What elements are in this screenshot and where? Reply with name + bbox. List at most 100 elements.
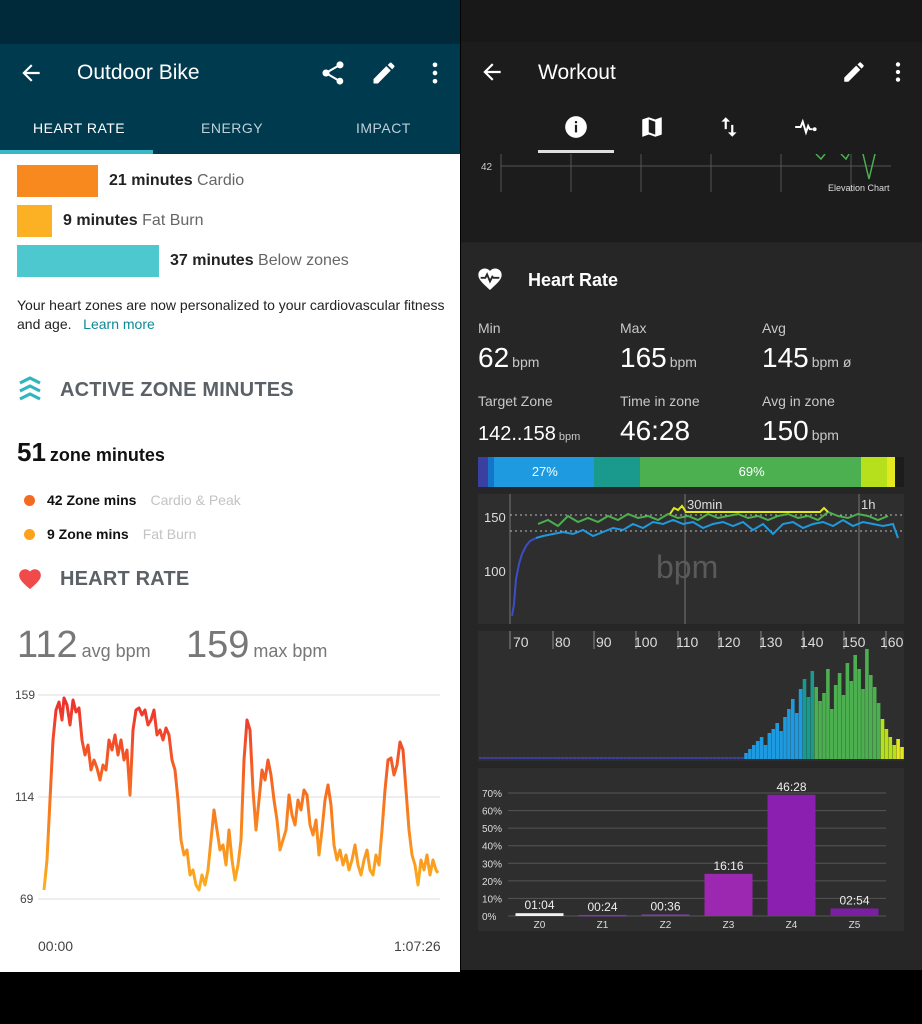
histogram-bar [631, 757, 635, 759]
histogram-bar [537, 757, 542, 759]
histogram-bar [670, 757, 674, 759]
histogram-bar [713, 757, 717, 759]
stat-number: 165 [620, 342, 667, 373]
histogram-bar [568, 757, 573, 759]
x-axis-end: 1:07:26 [394, 938, 441, 954]
heart-rate-title: Heart Rate [528, 270, 619, 290]
zone-bar-z5 [830, 908, 879, 916]
overflow-menu-icon[interactable] [421, 59, 449, 87]
stat-label: Min [478, 320, 501, 336]
heart-rate-line [42, 696, 440, 892]
share-icon[interactable] [319, 59, 347, 87]
edit-pencil-icon[interactable] [370, 59, 398, 87]
tab-impact[interactable]: IMPACT [356, 120, 411, 136]
histogram-bar [861, 689, 865, 759]
histogram-bar [580, 757, 584, 759]
stat-unit: bpm [811, 427, 839, 443]
max-bpm: 159 max bpm [186, 624, 327, 667]
histogram-bar [896, 739, 900, 759]
bpm-watermark: bpm [656, 549, 718, 585]
y-tick: 60% [482, 807, 502, 818]
histogram-bar [748, 749, 752, 759]
x-tick: 1h [861, 497, 875, 512]
histogram-bar [615, 757, 620, 759]
stat-value-min: 62 bpm [478, 342, 539, 374]
y-tick: 70% [482, 789, 502, 800]
active-zone-heading: ACTIVE ZONE MINUTES [60, 379, 294, 401]
histogram-bar [728, 757, 733, 759]
active-tab-indicator [538, 150, 614, 153]
histogram-bar [900, 747, 904, 759]
map-icon[interactable] [639, 114, 665, 140]
azm-label: Fat Burn [142, 526, 197, 542]
histogram-bar [869, 675, 873, 759]
histogram-bar [693, 757, 698, 759]
histogram-bar [857, 669, 861, 759]
histogram-bar [822, 693, 826, 759]
back-arrow-icon[interactable] [479, 58, 505, 86]
stat-value-target-zone: 142..158 bpm [478, 423, 580, 446]
histogram-bar [779, 731, 783, 759]
right-app-panel: Workout 42 Elevation Chart [461, 0, 922, 970]
hr-histogram: 70 80 90 100 110 120 130 140 150 160 [478, 631, 912, 761]
histogram-bar [705, 757, 709, 759]
histogram-bar [783, 717, 787, 759]
histogram-bar [872, 687, 877, 759]
histogram-bar [502, 757, 506, 759]
zone-bar-label: 02:54 [839, 893, 869, 907]
stat-label: Target Zone [478, 393, 553, 409]
histogram-bar [755, 741, 760, 759]
histogram-bar [482, 757, 487, 759]
x-tick: 100 [634, 634, 658, 650]
tab-bar: HEART RATE ENERGY IMPACT [0, 102, 460, 154]
zone-bar [17, 245, 159, 277]
hr-line-chart-svg: bpm 150 100 30min 1h [484, 494, 904, 624]
overflow-menu-icon[interactable] [885, 59, 911, 85]
zone-bar-label: 00:36 [650, 899, 680, 913]
stat-label: Avg in zone [762, 393, 835, 409]
zone-x-tick: Z3 [723, 920, 735, 931]
learn-more-link[interactable]: Learn more [83, 316, 155, 332]
histogram-bar [557, 757, 561, 759]
x-tick: 130 [759, 634, 783, 650]
zone-bar-z4 [767, 794, 816, 916]
zone-strip-segment [861, 457, 888, 487]
avg-bpm: 112 avg bpm [17, 624, 151, 667]
avg-bpm-unit: avg bpm [81, 641, 151, 661]
histogram-bar [666, 757, 670, 759]
tab-energy[interactable]: ENERGY [201, 120, 264, 136]
histogram-bar [833, 685, 838, 759]
x-tick: 90 [596, 634, 612, 650]
histogram-bar [787, 709, 791, 759]
back-arrow-icon[interactable] [18, 58, 44, 88]
histogram-bar [611, 757, 616, 759]
zone-bar-label: 01:04 [524, 898, 554, 912]
zone-bar-label: 46:28 [776, 780, 806, 794]
histogram-bar [724, 757, 729, 759]
histogram-bar [592, 757, 596, 759]
zone-strip-segment [895, 457, 905, 487]
stat-value-max: 165 bpm [620, 342, 697, 374]
histogram-bar [849, 681, 854, 759]
max-bpm-unit: max bpm [253, 641, 328, 661]
histogram-bar [619, 757, 623, 759]
histogram-bar [697, 757, 701, 759]
histogram-bar [810, 671, 815, 759]
histogram-bar [775, 723, 779, 759]
swap-vertical-icon[interactable] [716, 114, 742, 140]
histogram-bar [588, 757, 592, 759]
heart-pulse-icon[interactable] [793, 114, 819, 140]
histogram-bar [681, 757, 686, 759]
histogram-bar [806, 697, 811, 759]
zone-strip-segment [478, 457, 489, 487]
stat-value-avg-in-zone: 150 bpm [762, 415, 839, 447]
edit-pencil-icon[interactable] [841, 59, 867, 85]
azm-value: 9 Zone mins [47, 526, 129, 542]
tab-heart-rate[interactable]: HEART RATE [33, 120, 126, 136]
info-icon[interactable] [563, 114, 589, 140]
histogram-bar [865, 649, 869, 759]
histogram-bar [545, 757, 549, 759]
histogram-bar [716, 757, 721, 759]
histogram-bar [752, 745, 756, 759]
